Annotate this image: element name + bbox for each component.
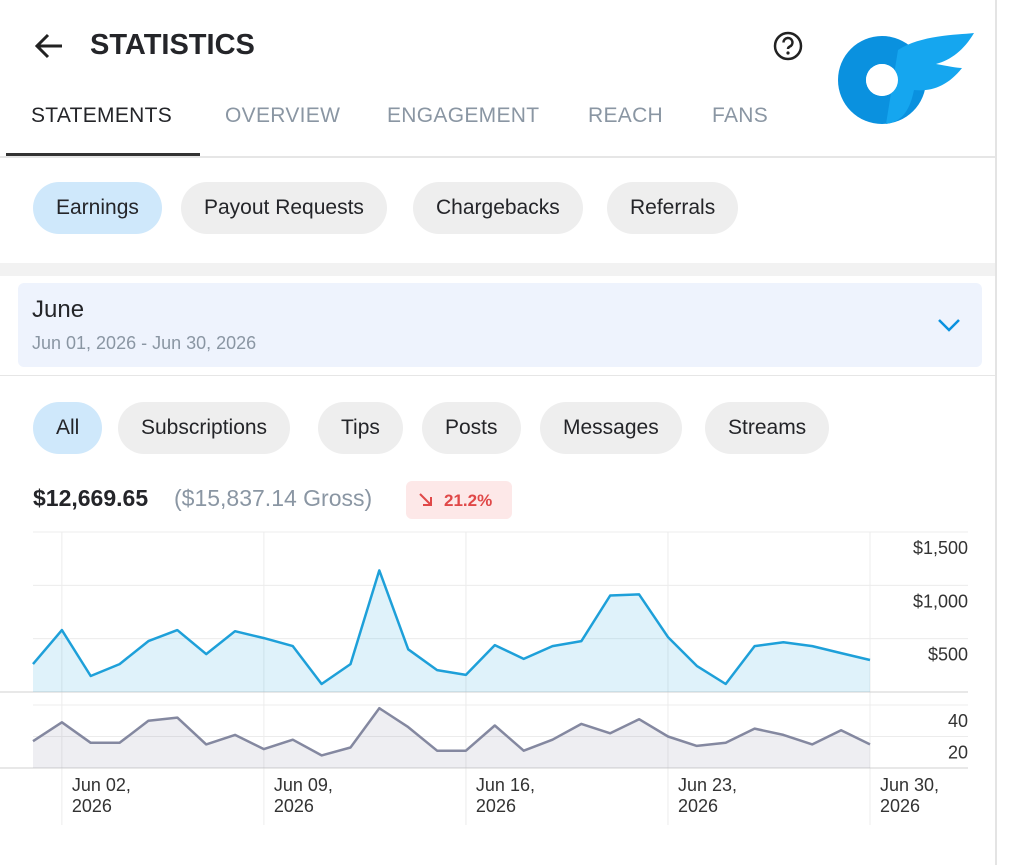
filter-chip[interactable]: Posts [422, 402, 521, 454]
divider [0, 375, 995, 376]
active-tab-underline [6, 153, 200, 156]
divider-band [0, 263, 995, 276]
x-tick-label: Jun 23, 2026 [677, 775, 737, 816]
tab[interactable]: FANS [712, 104, 769, 127]
down-arrow [419, 493, 432, 506]
help-icon[interactable] [772, 30, 806, 64]
area [33, 708, 870, 768]
sub-tab-chip[interactable]: Chargebacks [413, 182, 583, 234]
chevron [938, 319, 960, 332]
right-border [995, 0, 997, 865]
back-arrow[interactable] [32, 30, 66, 64]
sub-tab-chip[interactable]: Earnings [33, 182, 162, 234]
sub-tab-chip[interactable]: Referrals [607, 182, 739, 234]
page-title: STATISTICS [90, 29, 255, 61]
line [32, 569, 871, 686]
gross-total: ($15,837.14 Gross) [174, 485, 373, 511]
change-value: 21.2% [444, 491, 493, 510]
filter-chip[interactable]: Tips [318, 402, 403, 454]
x-tick-label: Jun 02, 2026 [71, 775, 131, 816]
y-tick-label: $1,500 [913, 538, 968, 558]
tab[interactable]: OVERVIEW [225, 104, 341, 127]
tab[interactable]: REACH [588, 104, 664, 127]
tab[interactable]: ENGAGEMENT [387, 104, 540, 127]
period-selector[interactable]: June Jun 01, 2026 - Jun 30, 2026 [18, 283, 982, 367]
filter-chip[interactable]: Subscriptions [118, 402, 291, 454]
filter-chip[interactable]: Streams [705, 402, 830, 454]
y-tick-label: $1,000 [913, 591, 968, 611]
x-tick-label: Jun 09, 2026 [273, 775, 333, 816]
sub-tab-chip[interactable]: Payout Requests [181, 182, 387, 234]
line [32, 706, 871, 757]
net-total: $12,669.65 [33, 485, 149, 511]
tab[interactable]: STATEMENTS [31, 104, 173, 127]
logo [838, 33, 974, 124]
y-tick-label: $500 [928, 645, 968, 665]
x-tick-label: Jun 30, 2026 [880, 775, 940, 816]
y-tick-label: 20 [948, 743, 968, 763]
period-range: Jun 01, 2026 - Jun 30, 2026 [32, 333, 257, 353]
area [33, 570, 870, 692]
divider [0, 156, 995, 158]
x-tick-label: Jun 16, 2026 [475, 775, 535, 816]
filter-chip[interactable]: Messages [540, 402, 682, 454]
period-name: June [32, 296, 85, 323]
y-tick-label: 40 [948, 711, 968, 731]
change-badge: 21.2% [406, 481, 512, 519]
filter-chip[interactable]: All [33, 402, 103, 454]
chart: $500 $1,000 $1,500 20 40 [0, 531, 968, 825]
